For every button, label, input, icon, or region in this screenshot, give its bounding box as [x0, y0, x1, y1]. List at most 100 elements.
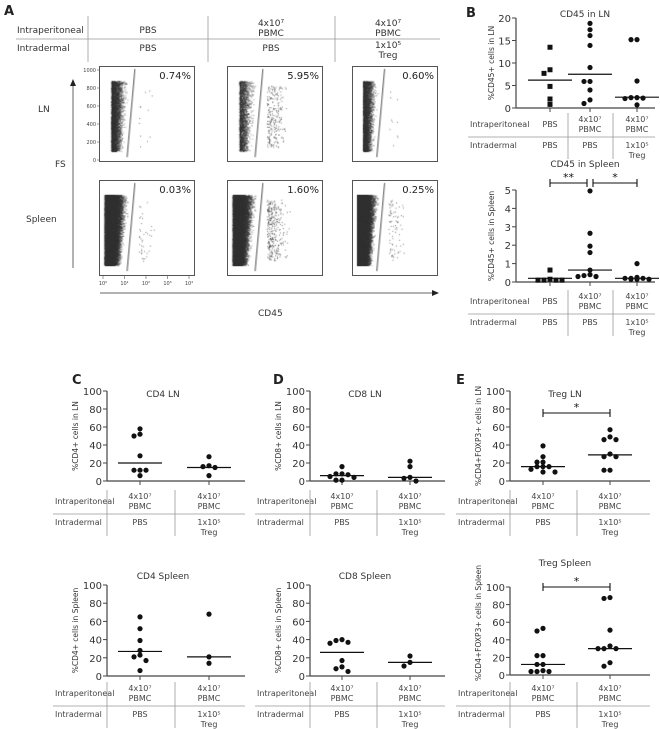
data-point	[575, 273, 581, 280]
data-point	[345, 639, 351, 645]
y-tick-label: 60	[492, 618, 505, 629]
y-tick-label: 80	[89, 405, 102, 416]
y-axis-label: %CD8+ cells in Spleen	[274, 587, 283, 673]
table-cell-intraperitoneal: 4x10⁷	[197, 684, 220, 693]
table-cell-intradermal: PBS	[542, 318, 557, 327]
gate-percentage: 5.95%	[287, 71, 319, 82]
table-cell-intradermal: PBS	[334, 710, 349, 719]
gate-percentage: 1.60%	[287, 185, 319, 196]
y-axis-label: %CD45+ cells in Spleen	[487, 191, 496, 282]
table-cell-intraperitoneal: 4x10⁷	[531, 684, 554, 693]
y-tick-label: 0	[499, 477, 505, 488]
data-point	[401, 663, 407, 669]
table-cell-intraperitoneal: 4x10⁷	[531, 492, 554, 501]
data-point	[587, 27, 593, 33]
data-point	[534, 668, 540, 675]
data-point	[628, 276, 634, 282]
data-point	[345, 472, 351, 478]
data-point	[581, 78, 587, 85]
y-tick-label: 0	[505, 104, 511, 115]
table-row-label: Intradermal	[55, 518, 102, 527]
y-tick-label: 20	[492, 653, 505, 664]
table-cell-intraperitoneal: 4x10⁷	[197, 492, 220, 501]
table-row-label: Intraperitoneal	[257, 689, 316, 698]
flow-plot-spleen-1	[99, 180, 195, 276]
data-point	[131, 654, 137, 660]
table-cell-intradermal: PBS	[582, 318, 597, 327]
data-point	[333, 637, 339, 644]
data-point	[607, 467, 613, 473]
data-point	[333, 477, 339, 483]
chart-title: CD45 in Spleen	[550, 160, 619, 170]
table-cell-intradermal: 1x10⁵	[398, 710, 421, 719]
table-row-label: Intraperitoneal	[470, 297, 529, 306]
data-point	[407, 464, 413, 470]
table-cell-intradermal: Treg	[200, 720, 218, 729]
y-tick-label: 100	[286, 581, 305, 592]
header-cell: 4x10⁷	[375, 19, 402, 29]
data-point	[607, 434, 613, 440]
y-tick-label: 15	[498, 37, 511, 48]
data-point	[552, 469, 558, 475]
significance-label: *	[574, 575, 580, 588]
data-point	[339, 637, 345, 643]
data-point	[601, 595, 607, 602]
data-point	[607, 451, 613, 457]
flow-plot-ln-1	[99, 66, 195, 162]
chart-title: CD8 Spleen	[339, 572, 392, 582]
data-point	[137, 647, 143, 654]
table-cell-intraperitoneal: 4x10⁷	[330, 492, 353, 501]
table-cell-intraperitoneal: PBMC	[331, 502, 354, 511]
data-point	[535, 277, 541, 283]
data-point	[587, 32, 593, 39]
table-cell-intraperitoneal: PBS	[542, 120, 557, 129]
data-point	[634, 102, 640, 108]
y-tick-label: 100	[486, 583, 505, 594]
dot-plot-cd8-spleen: CD8 Spleen 0 20 40 60 80 100%CD8+ cells in Spl…	[255, 572, 445, 729]
data-point	[587, 97, 593, 103]
data-point	[587, 249, 593, 256]
table-row-label: Intraperitoneal	[458, 497, 517, 506]
table-row-label: Intradermal	[257, 710, 304, 719]
data-point	[137, 614, 143, 620]
data-point	[339, 477, 345, 483]
y-tick-label: 80	[292, 599, 305, 610]
data-point	[587, 64, 593, 71]
table-cell-intraperitoneal: 4x10⁷	[398, 684, 421, 693]
y-tick-label: 80	[492, 405, 505, 416]
y-axis-label: %CD4+FOXP3+ cells in Spleen	[474, 565, 483, 681]
data-point	[143, 467, 149, 473]
y-tick-label: 40	[89, 441, 102, 452]
data-point	[587, 87, 593, 93]
y-tick-label: 100	[83, 581, 102, 592]
cd45-arrow-head-icon	[432, 290, 439, 296]
table-cell-intradermal: 1x10⁵	[598, 710, 621, 719]
data-point	[327, 473, 333, 480]
table-cell-intradermal: 1x10⁵	[625, 318, 648, 327]
data-point	[547, 101, 553, 107]
table-cell-intradermal: Treg	[601, 720, 619, 729]
data-point	[587, 20, 593, 26]
header-cell: PBMC	[258, 29, 284, 39]
data-point	[137, 667, 143, 674]
chart-title: CD8 LN	[348, 390, 382, 400]
header-cell: Treg	[378, 51, 398, 61]
data-point	[339, 664, 345, 670]
table-cell-intraperitoneal: PBMC	[626, 302, 649, 311]
table-cell-intradermal: 1x10⁵	[598, 518, 621, 527]
panel-label-c: C	[72, 373, 82, 388]
data-point	[339, 657, 345, 664]
data-point	[413, 478, 419, 484]
y-tick-label: 60	[89, 617, 102, 628]
y-tick-label: 0	[499, 671, 505, 682]
data-point	[547, 96, 553, 102]
fs-tick-label: 200	[86, 140, 96, 146]
y-tick-label: 5	[505, 186, 511, 197]
panel-label-d: D	[273, 373, 284, 388]
y-tick-label: 40	[492, 441, 505, 452]
y-tick-label: 100	[83, 387, 102, 398]
data-point	[601, 437, 607, 443]
header-cell: 4x10⁷	[258, 19, 285, 29]
table-cell-intraperitoneal: PBMC	[129, 694, 152, 703]
table-cell-intraperitoneal: PBMC	[626, 125, 649, 134]
